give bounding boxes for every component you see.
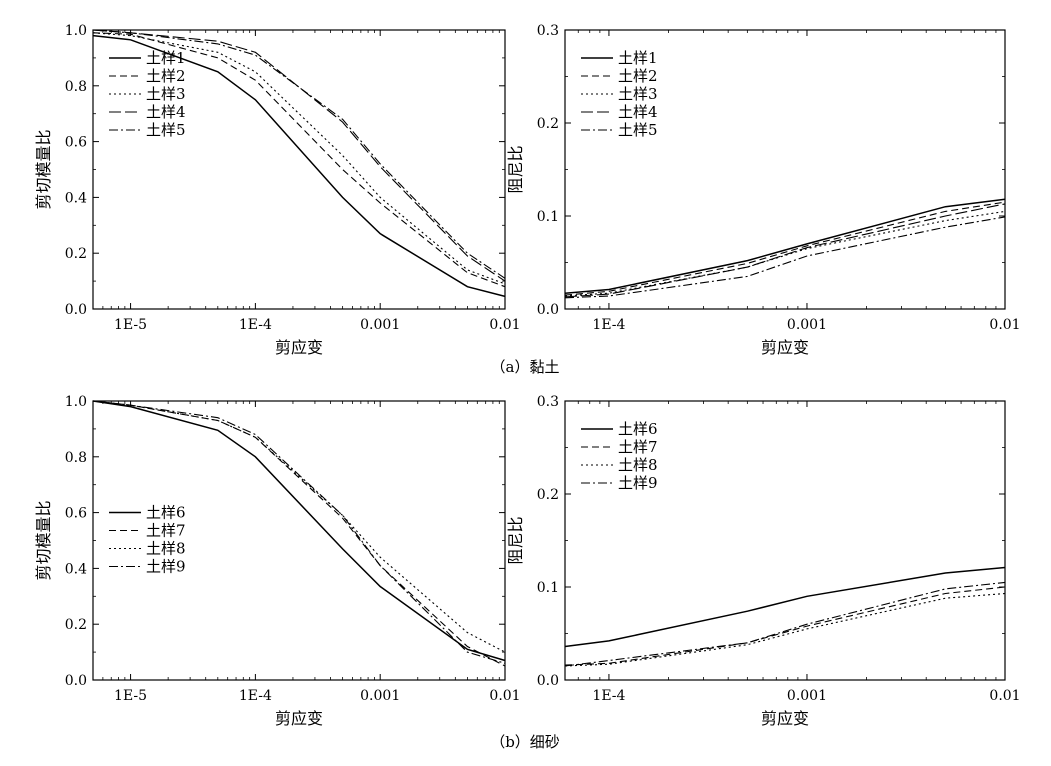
chart-sand-damping: 1E-4 0.001 0.01 0.0 0.1 0.2 0.3 剪应变 阻尼比 土样6土样7土样8… (506, 394, 1021, 728)
x-tick-label: 0.001 (360, 317, 400, 333)
y-tick-label: 0.3 (537, 23, 559, 39)
y-tick-label: 0.2 (65, 617, 87, 633)
x-tick-label: 1E-5 (114, 688, 147, 704)
legend-label: 土样7 (146, 522, 186, 540)
legend-label: 土样7 (618, 438, 658, 456)
chart-clay-modulus: 1E-5 1E-4 0.001 0.01 0.0 0.2 0.4 0.6 0.8 1.0 剪应变 剪切… (34, 23, 521, 357)
x-tick-label: 1E-4 (239, 317, 272, 333)
x-tick-label: 0.01 (489, 317, 520, 333)
series-line (564, 586, 1006, 666)
y-tick-label: 0.6 (65, 135, 87, 151)
x-tick-label: 1E-5 (114, 317, 147, 333)
y-axis-label: 阻尼比 (506, 516, 525, 564)
x-tick-label: 0.01 (489, 688, 520, 704)
y-tick-label: 0.4 (65, 190, 87, 206)
series-line (564, 210, 1006, 297)
x-tick-label: 1E-4 (239, 688, 272, 704)
series-line (564, 201, 1006, 296)
chart-sand-modulus: 1E-5 1E-4 0.001 0.01 0.0 0.2 0.4 0.6 0.8 1.0 剪应变 剪切… (34, 394, 521, 728)
y-tick-label: 0.0 (65, 673, 87, 689)
legend-label: 土样8 (618, 456, 658, 474)
y-tick-label: 0.0 (65, 302, 87, 318)
legend-label: 土样8 (146, 540, 186, 558)
y-tick-label: 0.8 (65, 450, 87, 466)
legend-label: 土样4 (618, 103, 658, 121)
series-line (564, 581, 1006, 667)
y-tick-label: 1.0 (65, 23, 87, 39)
series-line (92, 32, 506, 285)
legend-label: 土样6 (146, 504, 186, 522)
chart-clay-damping: 1E-4 0.001 0.01 0.0 0.1 0.2 0.3 剪应变 阻尼比 土样1土样2土样3… (506, 23, 1021, 357)
series-line (92, 400, 506, 662)
caption-b: （b）细砂 (490, 733, 560, 751)
y-tick-label: 0.0 (537, 302, 559, 318)
x-axis-label: 剪应变 (761, 338, 809, 357)
series-line (92, 29, 506, 279)
legend-label: 土样9 (618, 474, 658, 492)
y-tick-label: 1.0 (65, 394, 87, 410)
x-tick-label: 0.001 (360, 688, 400, 704)
series-line (564, 198, 1006, 294)
series-line (92, 32, 506, 288)
x-tick-label: 0.01 (989, 317, 1020, 333)
y-tick-label: 0.2 (537, 487, 559, 503)
x-tick-label: 0.001 (787, 317, 827, 333)
legend-label: 土样9 (146, 558, 186, 576)
legend-label: 土样2 (618, 67, 658, 85)
series-line (92, 400, 506, 653)
x-axis-label: 剪应变 (275, 709, 323, 728)
legend-label: 土样5 (146, 121, 186, 139)
y-tick-label: 0.8 (65, 79, 87, 95)
x-tick-label: 1E-4 (592, 317, 625, 333)
series-line (564, 216, 1006, 299)
legend-label: 土样5 (618, 121, 658, 139)
x-tick-label: 0.001 (787, 688, 827, 704)
series-line (92, 400, 506, 664)
y-tick-label: 0.4 (65, 561, 87, 577)
x-axis-label: 剪应变 (761, 709, 809, 728)
legend-label: 土样4 (146, 103, 186, 121)
legend-label: 土样2 (146, 67, 186, 85)
legend-label: 土样1 (146, 49, 186, 67)
y-tick-label: 0.6 (65, 506, 87, 522)
series-line (92, 34, 506, 298)
y-tick-label: 0.0 (537, 673, 559, 689)
y-axis-label: 剪切模量比 (34, 500, 53, 580)
series-line (564, 592, 1006, 667)
x-tick-label: 1E-4 (592, 688, 625, 704)
series-line (92, 400, 506, 667)
y-tick-label: 0.1 (537, 580, 559, 596)
x-tick-label: 0.01 (989, 688, 1020, 704)
y-axis-label: 阻尼比 (506, 145, 525, 193)
y-tick-label: 0.1 (537, 209, 559, 225)
y-tick-label: 0.2 (537, 116, 559, 132)
series-line (564, 203, 1006, 298)
y-tick-label: 0.2 (65, 246, 87, 262)
y-tick-label: 0.3 (537, 394, 559, 410)
x-axis-label: 剪应变 (275, 338, 323, 357)
y-axis-label: 剪切模量比 (34, 129, 53, 209)
legend-label: 土样6 (618, 420, 658, 438)
caption-a: （a）黏土 (491, 358, 560, 376)
legend-label: 土样3 (618, 85, 658, 103)
series-line (564, 566, 1006, 648)
legend-label: 土样3 (146, 85, 186, 103)
legend-label: 土样1 (618, 49, 658, 67)
